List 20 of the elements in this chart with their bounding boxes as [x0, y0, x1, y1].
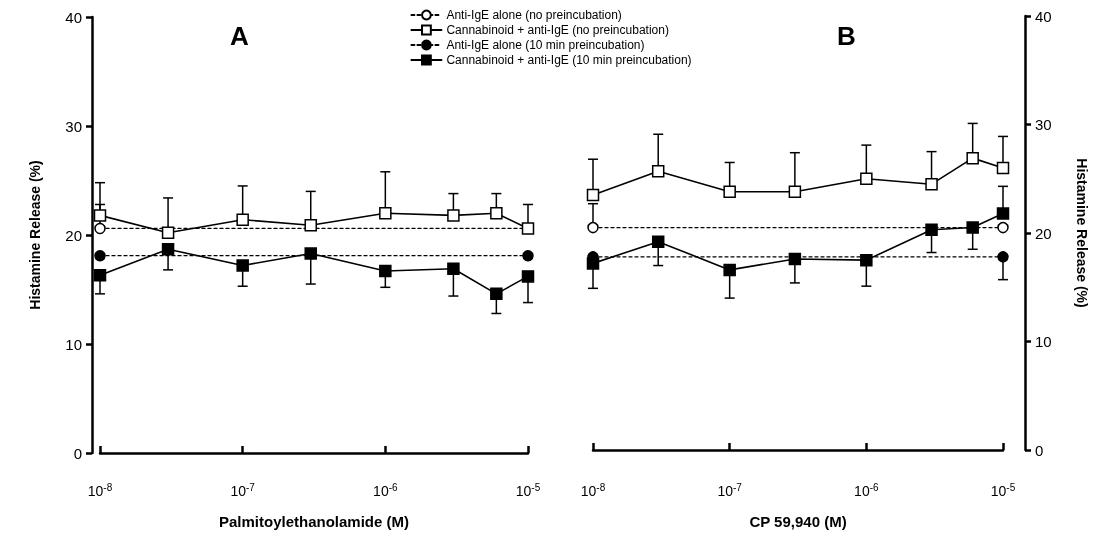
y-axis-title: Histamine Release (%)	[1074, 158, 1090, 308]
y-tick-label: 30	[1035, 116, 1052, 133]
y-axis-title: Histamine Release (%)	[27, 160, 43, 310]
legend-label: Anti-IgE alone (10 min preincubation)	[446, 38, 645, 52]
legend-label: Anti-IgE alone (no preincubation)	[446, 8, 622, 22]
legend-label: Cannabinoid + anti-IgE (10 min preincubation)	[446, 53, 692, 67]
legend-label: Cannabinoid + anti-IgE (no preincubation)	[446, 23, 669, 37]
chart-title: A	[230, 21, 249, 51]
x-axis-title: CP 59,940 (M)	[749, 513, 847, 530]
y-tick-label: 20	[65, 226, 82, 244]
y-tick-label: 0	[73, 444, 82, 462]
y-tick-label: 40	[65, 8, 82, 26]
y-tick-label: 20	[1035, 224, 1052, 242]
chart-title: B	[837, 21, 856, 51]
y-tick-label: 10	[1035, 333, 1052, 350]
y-tick-label: 10	[65, 335, 82, 353]
x-axis-title: Palmitoylethanolamide (M)	[218, 513, 410, 530]
y-tick-label: 0	[1035, 441, 1044, 459]
y-tick-label: 40	[1035, 7, 1052, 25]
y-tick-label: 30	[65, 117, 82, 135]
